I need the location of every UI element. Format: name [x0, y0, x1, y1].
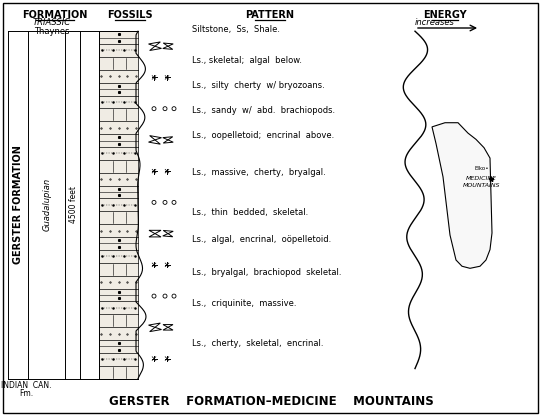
Text: Fm.: Fm.	[19, 389, 33, 398]
Text: 4500 feet: 4500 feet	[69, 186, 77, 223]
Text: Ls.,  bryalgal,  brachiopod  skeletal.: Ls., bryalgal, brachiopod skeletal.	[192, 268, 341, 277]
Text: Guadalupian: Guadalupian	[43, 178, 51, 231]
Text: TRIASSIC: TRIASSIC	[33, 18, 71, 27]
Text: Ls.,  criquinite,  massive.: Ls., criquinite, massive.	[192, 299, 296, 308]
Text: Ls.,  silty  cherty  w/ bryozoans.: Ls., silty cherty w/ bryozoans.	[192, 81, 325, 90]
Text: PATTERN: PATTERN	[246, 10, 294, 20]
Polygon shape	[432, 123, 492, 268]
Text: FOSSILS: FOSSILS	[107, 10, 153, 20]
Text: MOUNTAINS: MOUNTAINS	[463, 183, 500, 188]
Text: Ls., skeletal;  algal  below.: Ls., skeletal; algal below.	[192, 56, 302, 65]
Text: Siltstone,  Ss,  Shale.: Siltstone, Ss, Shale.	[192, 25, 280, 34]
Text: FORMATION: FORMATION	[22, 10, 88, 20]
Text: Ls.,  cherty,  skeletal,  encrinal.: Ls., cherty, skeletal, encrinal.	[192, 339, 324, 348]
Text: Ls.,  sandy  w/  abd.  brachiopods.: Ls., sandy w/ abd. brachiopods.	[192, 106, 335, 115]
Text: Ls.,  algal,  encrinal,  oöpelletoid.: Ls., algal, encrinal, oöpelletoid.	[192, 235, 331, 244]
Text: Ls.,  massive,  cherty,  bryalgal.: Ls., massive, cherty, bryalgal.	[192, 168, 326, 177]
Text: Ls.,  thin  bedded,  skeletal.: Ls., thin bedded, skeletal.	[192, 208, 308, 217]
Bar	[99, 31, 138, 379]
Text: Thaynes: Thaynes	[34, 27, 70, 36]
Text: MEDICINE: MEDICINE	[466, 176, 497, 181]
Text: Elko•: Elko•	[474, 166, 489, 171]
Text: ENERGY: ENERGY	[423, 10, 467, 20]
Text: INDIAN  CAN.: INDIAN CAN.	[1, 381, 51, 389]
Text: GERSTER    FORMATION–MEDICINE    MOUNTAINS: GERSTER FORMATION–MEDICINE MOUNTAINS	[109, 395, 433, 408]
Text: GERSTER FORMATION: GERSTER FORMATION	[13, 146, 23, 264]
Text: increases: increases	[415, 18, 455, 27]
Text: Ls.,  oopelletoid;  encrinal  above.: Ls., oopelletoid; encrinal above.	[192, 131, 334, 140]
